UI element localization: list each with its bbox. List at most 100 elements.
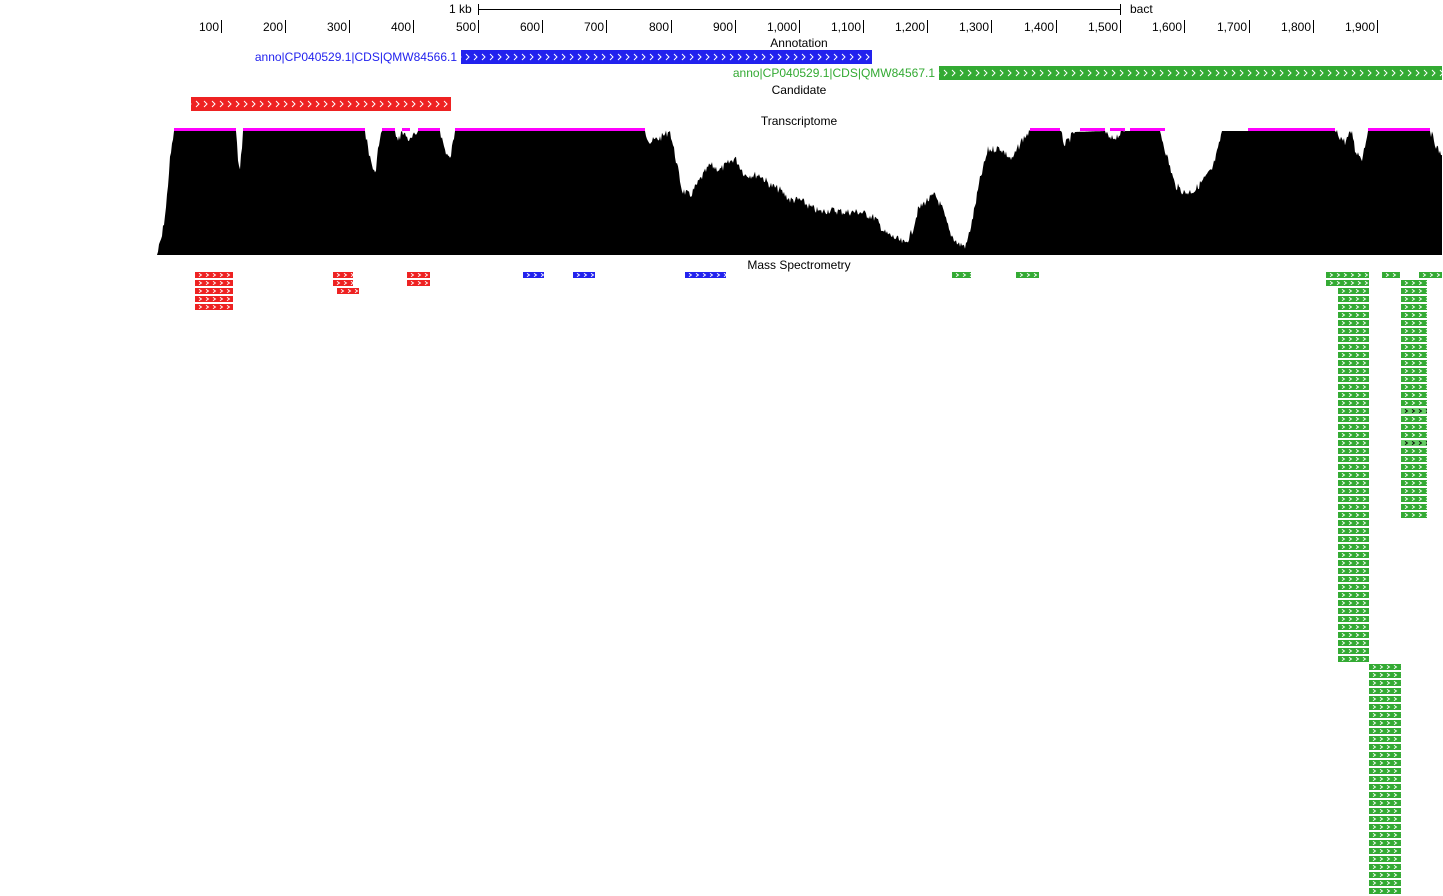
peptide-feature[interactable] [1401,368,1427,374]
track-title-annotation[interactable]: Annotation [770,36,828,50]
peptide-feature[interactable] [1369,664,1401,670]
peptide-feature[interactable] [1338,536,1369,542]
peptide-feature[interactable] [1401,512,1427,518]
annotation-feature-qmw84566[interactable] [461,50,872,64]
peptide-feature[interactable] [1369,832,1401,838]
peptide-feature[interactable] [1338,608,1369,614]
peptide-feature[interactable] [1369,728,1401,734]
peptide-feature[interactable] [1338,544,1369,550]
peptide-feature[interactable] [1338,480,1369,486]
peptide-feature[interactable] [1338,360,1369,366]
peptide-feature[interactable] [1338,296,1369,302]
peptide-feature[interactable] [1401,440,1427,446]
track-title-transcriptome[interactable]: Transcriptome [760,114,838,128]
peptide-feature[interactable] [1369,864,1401,870]
peptide-feature[interactable] [1401,320,1427,326]
peptide-feature[interactable] [1338,552,1369,558]
peptide-feature[interactable] [1369,736,1401,742]
peptide-feature[interactable] [1401,400,1427,406]
peptide-feature[interactable] [1338,488,1369,494]
peptide-feature[interactable] [685,272,726,278]
peptide-feature[interactable] [1338,560,1369,566]
peptide-feature[interactable] [1338,416,1369,422]
peptide-feature[interactable] [1401,504,1427,510]
peptide-feature[interactable] [1016,272,1039,278]
peptide-feature[interactable] [1338,344,1369,350]
peptide-feature[interactable] [1401,376,1427,382]
peptide-feature[interactable] [1338,600,1369,606]
peptide-feature[interactable] [1369,848,1401,854]
peptide-feature[interactable] [1369,808,1401,814]
peptide-feature[interactable] [1401,456,1427,462]
peptide-feature[interactable] [1338,312,1369,318]
peptide-feature[interactable] [1401,296,1427,302]
peptide-feature[interactable] [1401,328,1427,334]
peptide-feature[interactable] [1338,512,1369,518]
peptide-feature[interactable] [523,272,544,278]
peptide-feature[interactable] [1369,776,1401,782]
peptide-feature[interactable] [1338,568,1369,574]
peptide-feature[interactable] [1401,392,1427,398]
peptide-feature[interactable] [195,288,233,294]
peptide-feature[interactable] [1419,272,1442,278]
peptide-feature[interactable] [1369,792,1401,798]
peptide-feature[interactable] [1338,504,1369,510]
peptide-feature[interactable] [1338,424,1369,430]
peptide-feature[interactable] [1369,880,1401,886]
peptide-feature[interactable] [1338,384,1369,390]
reference-name[interactable]: bact [1130,2,1153,16]
peptide-feature[interactable] [1338,432,1369,438]
peptide-feature[interactable] [1338,304,1369,310]
peptide-feature[interactable] [1369,760,1401,766]
peptide-feature[interactable] [1338,288,1369,294]
peptide-feature[interactable] [1369,688,1401,694]
peptide-feature[interactable] [1369,840,1401,846]
peptide-feature[interactable] [1401,312,1427,318]
peptide-feature[interactable] [1401,280,1427,286]
peptide-feature[interactable] [1338,328,1369,334]
peptide-feature[interactable] [1401,344,1427,350]
peptide-feature[interactable] [1369,888,1401,894]
peptide-feature[interactable] [1369,744,1401,750]
feature-label-qmw84567[interactable]: anno|CP040529.1|CDS|QMW84567.1 [732,66,935,80]
peptide-feature[interactable] [1369,752,1401,758]
peptide-feature[interactable] [1338,320,1369,326]
peptide-feature[interactable] [1338,648,1369,654]
peptide-feature[interactable] [1369,704,1401,710]
peptide-feature[interactable] [1338,528,1369,534]
peptide-feature[interactable] [195,296,233,302]
peptide-feature[interactable] [1401,336,1427,342]
annotation-feature-qmw84567[interactable] [939,66,1442,80]
peptide-feature[interactable] [1369,720,1401,726]
peptide-feature[interactable] [1369,672,1401,678]
peptide-feature[interactable] [1401,424,1427,430]
feature-label-qmw84566[interactable]: anno|CP040529.1|CDS|QMW84566.1 [254,50,457,64]
peptide-feature[interactable] [1401,432,1427,438]
peptide-feature[interactable] [1401,488,1427,494]
peptide-feature[interactable] [1401,496,1427,502]
peptide-feature[interactable] [407,280,430,286]
peptide-feature[interactable] [1401,472,1427,478]
peptide-feature[interactable] [1338,640,1369,646]
peptide-feature[interactable] [1369,800,1401,806]
peptide-feature[interactable] [1401,304,1427,310]
peptide-feature[interactable] [1401,464,1427,470]
peptide-feature[interactable] [1382,272,1400,278]
peptide-feature[interactable] [1338,592,1369,598]
peptide-feature[interactable] [1369,784,1401,790]
peptide-feature[interactable] [1401,360,1427,366]
peptide-feature[interactable] [1369,712,1401,718]
peptide-feature[interactable] [1338,456,1369,462]
peptide-feature[interactable] [1338,448,1369,454]
track-title-mass-spectrometry[interactable]: Mass Spectrometry [747,258,851,272]
peptide-feature[interactable] [1338,336,1369,342]
peptide-feature[interactable] [1326,272,1369,278]
peptide-feature[interactable] [1338,392,1369,398]
peptide-feature[interactable] [1401,408,1427,414]
peptide-feature[interactable] [1338,368,1369,374]
peptide-feature[interactable] [1338,632,1369,638]
peptide-feature[interactable] [1338,352,1369,358]
peptide-feature[interactable] [1338,624,1369,630]
peptide-feature[interactable] [1326,280,1369,286]
peptide-feature[interactable] [1338,576,1369,582]
